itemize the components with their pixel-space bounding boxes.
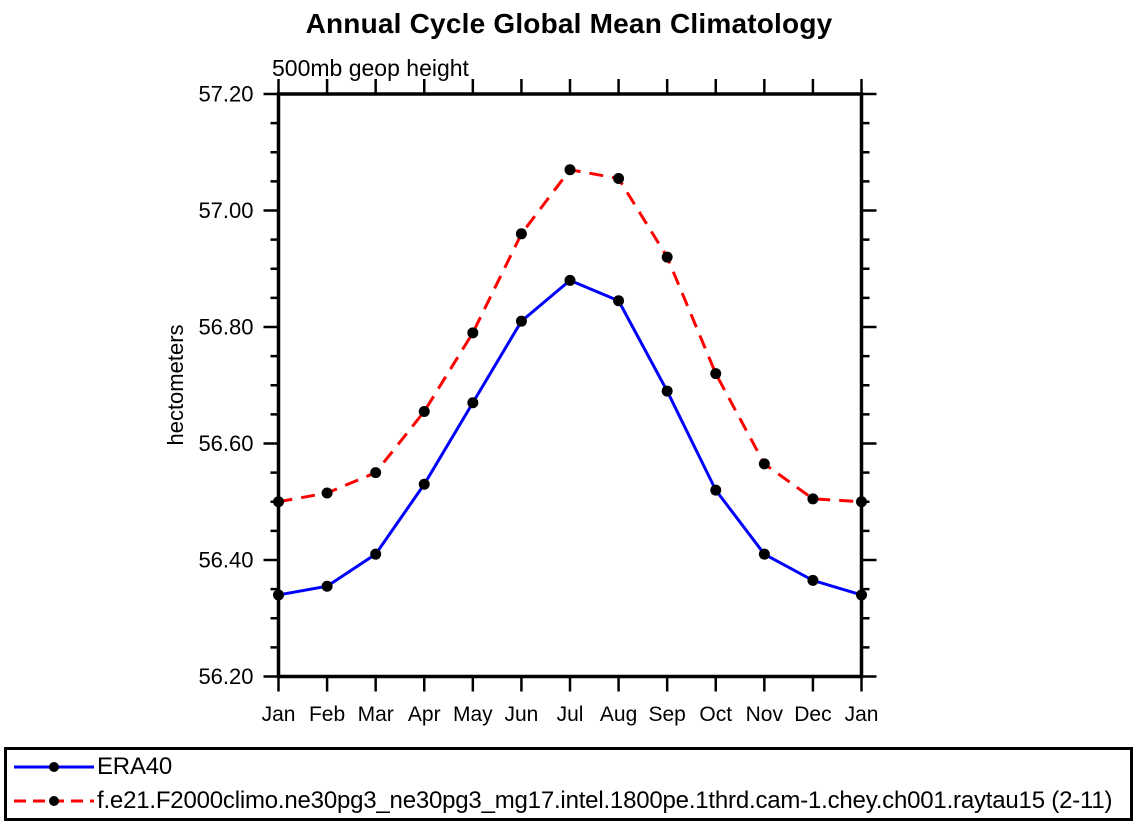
x-tick-label: Jul bbox=[557, 703, 584, 726]
legend-marker bbox=[49, 762, 59, 772]
x-tick-label: Feb bbox=[309, 703, 345, 726]
x-tick-label: Jan bbox=[845, 703, 879, 726]
data-point-marker bbox=[467, 327, 479, 339]
x-tick-label: Mar bbox=[358, 703, 394, 726]
chart-subtitle: 500mb geop height bbox=[272, 55, 469, 81]
x-tick-label: Nov bbox=[746, 703, 784, 726]
data-point-marker bbox=[370, 467, 382, 479]
data-point-marker bbox=[856, 589, 867, 601]
data-point-marker bbox=[661, 251, 673, 263]
data-point-marker bbox=[273, 589, 284, 601]
y-tick-label: 56.20 bbox=[198, 664, 253, 689]
x-tick-label: Jan bbox=[262, 703, 296, 726]
plot-box bbox=[276, 92, 864, 679]
legend-marker bbox=[49, 796, 59, 806]
data-point-marker bbox=[807, 493, 819, 505]
y-tick-label: 57.00 bbox=[198, 198, 253, 223]
data-point-marker bbox=[564, 164, 576, 176]
data-point-marker bbox=[370, 548, 382, 560]
legend-line-sample-solid bbox=[14, 762, 94, 772]
data-point-marker bbox=[418, 405, 430, 417]
y-tick-label: 56.80 bbox=[198, 315, 253, 340]
data-point-marker bbox=[710, 368, 722, 380]
chart-plot-area: 56.20 56.40 56.60 56.80 57.00 57.20 Jan Feb Mar A… bbox=[198, 79, 879, 726]
data-point-marker bbox=[856, 496, 867, 508]
legend-label: ERA40 bbox=[97, 753, 173, 780]
data-point-marker bbox=[418, 478, 430, 490]
legend-item-era40: ERA40 bbox=[11, 753, 173, 780]
chart-title: Annual Cycle Global Mean Climatology bbox=[305, 8, 833, 39]
data-point-marker bbox=[515, 228, 527, 240]
data-point-marker bbox=[661, 385, 673, 397]
data-point-marker bbox=[564, 274, 576, 286]
data-point-marker bbox=[515, 315, 527, 327]
data-point-marker bbox=[613, 172, 625, 184]
legend-item-model: f.e21.F2000climo.ne30pg3_ne30pg3_mg17.in… bbox=[11, 787, 1113, 814]
legend-line-sample-dashed bbox=[14, 796, 94, 806]
legend-box: ERA40 f.e21.F2000climo.ne30pg3_ne30pg3_m… bbox=[4, 747, 1133, 821]
series-line-1 bbox=[278, 168, 862, 504]
y-tick-label: 57.20 bbox=[198, 82, 253, 107]
x-tick-label: May bbox=[453, 703, 493, 726]
data-point-marker bbox=[467, 397, 479, 409]
data-point-marker bbox=[807, 574, 819, 586]
data-point-marker bbox=[321, 580, 333, 592]
data-point-marker bbox=[758, 548, 770, 560]
y-tick-label: 56.40 bbox=[198, 548, 253, 573]
x-tick-label: Jun bbox=[504, 703, 538, 726]
data-point-marker bbox=[321, 487, 333, 499]
data-point-marker bbox=[710, 484, 722, 496]
data-point-marker bbox=[613, 295, 625, 307]
legend-label: f.e21.F2000climo.ne30pg3_ne30pg3_mg17.in… bbox=[97, 787, 1113, 814]
series-line-0 bbox=[278, 278, 862, 597]
x-tick-label: Sep bbox=[648, 703, 685, 726]
x-tick-label: Apr bbox=[408, 703, 441, 726]
x-tick-label: Aug bbox=[600, 703, 637, 726]
data-point-marker bbox=[758, 458, 770, 470]
y-tick-label: 56.60 bbox=[198, 431, 253, 456]
x-tick-label: Dec bbox=[794, 703, 831, 726]
x-tick-label: Oct bbox=[699, 703, 732, 726]
data-point-marker bbox=[273, 496, 284, 508]
